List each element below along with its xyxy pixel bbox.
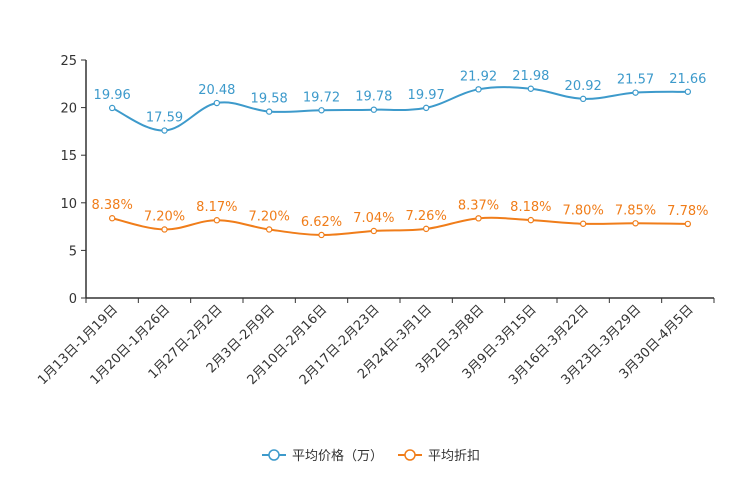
y-tick-label: 25 [60,54,77,69]
data-label: 7.85% [615,203,656,218]
data-label: 8.18% [510,200,551,215]
data-label: 6.62% [301,215,342,230]
x-axis: 1月13日-1月19日1月20日-1月26日1月27日-2月2日2月3日-2月9… [35,297,715,388]
data-label: 8.38% [92,198,133,213]
y-tick-label: 20 [60,102,77,117]
data-point[interactable] [318,231,325,239]
data-point[interactable] [527,85,535,92]
data-point[interactable] [161,226,168,233]
data-point[interactable] [684,220,692,228]
data-label: 20.48 [198,83,235,98]
data-point[interactable] [475,215,482,222]
data-point[interactable] [684,88,692,95]
data-label: 8.17% [196,200,237,215]
y-tick-label: 10 [60,197,77,212]
data-point[interactable] [108,215,116,222]
data-label: 7.26% [406,209,447,224]
data-point[interactable] [108,104,116,112]
data-label: 21.57 [617,73,654,88]
legend[interactable]: 平均价格（万） 平均折扣 [262,448,480,464]
data-label: 21.66 [669,72,706,87]
data-point[interactable] [632,220,639,227]
data-point[interactable] [632,89,639,96]
data-point[interactable] [475,86,482,93]
data-point[interactable] [422,104,430,112]
data-label: 21.98 [512,69,549,84]
data-point[interactable] [370,227,378,235]
data-label: 19.97 [408,88,445,103]
data-label: 7.04% [353,211,394,226]
data-point[interactable] [422,225,430,233]
series-1: 19.96 17.59 20.48 19.58 19.72 19.78 19.97 21.92… [94,69,706,134]
legend-item-2[interactable]: 平均折扣 [398,449,480,464]
series-line [111,216,688,236]
data-point[interactable] [265,226,273,233]
data-label: 19.78 [355,90,392,105]
legend-marker [268,449,280,461]
data-point[interactable] [265,108,273,115]
data-label: 17.59 [146,111,183,126]
data-label: 19.58 [251,92,288,107]
y-tick-label: 5 [69,244,77,259]
y-axis-ticks: 0 5 10 15 20 25 [60,54,87,307]
data-point[interactable] [161,127,168,134]
data-label: 7.80% [563,204,604,219]
data-point[interactable] [213,99,221,107]
data-point[interactable] [370,106,378,113]
data-point[interactable] [318,107,325,114]
data-point[interactable] [213,217,221,224]
data-label: 20.92 [565,79,602,94]
y-tick-label: 0 [69,292,77,307]
series-group: 19.96 17.59 20.48 19.58 19.72 19.78 19.97 21.92… [92,69,708,239]
data-point[interactable] [579,95,587,103]
data-label: 7.20% [144,209,185,224]
legend-label: 平均价格（万） [292,448,383,464]
data-point[interactable] [527,216,535,224]
data-point[interactable] [579,220,587,227]
data-label: 21.92 [460,69,497,84]
series-2: 8.38% 7.20% 8.17% 7.20% 6.62% 7.04% 7.26% 8.37%… [92,198,708,239]
series-line [111,86,688,132]
y-tick-label: 15 [60,149,77,164]
data-label: 19.96 [94,88,131,103]
legend-label: 平均折扣 [428,449,480,464]
legend-item-1[interactable]: 平均价格（万） [262,448,383,464]
legend-marker [404,449,416,461]
data-label: 8.37% [458,198,499,213]
data-label: 19.72 [303,90,340,105]
data-label: 7.20% [249,209,290,224]
data-label: 7.78% [667,204,708,219]
